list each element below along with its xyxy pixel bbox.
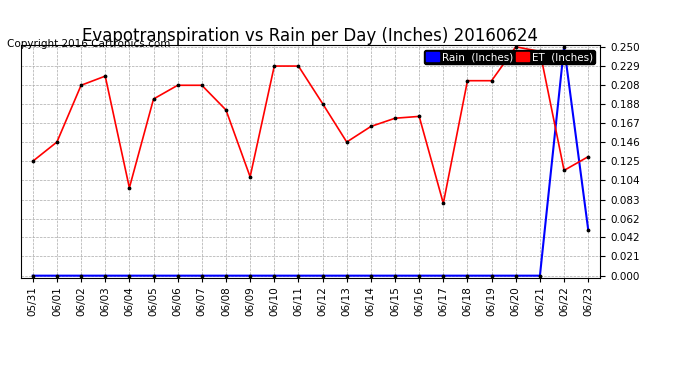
Text: Copyright 2016 Cartronics.com: Copyright 2016 Cartronics.com — [7, 39, 170, 50]
Legend: Rain  (Inches), ET  (Inches): Rain (Inches), ET (Inches) — [424, 50, 595, 64]
Title: Evapotranspiration vs Rain per Day (Inches) 20160624: Evapotranspiration vs Rain per Day (Inch… — [83, 27, 538, 45]
